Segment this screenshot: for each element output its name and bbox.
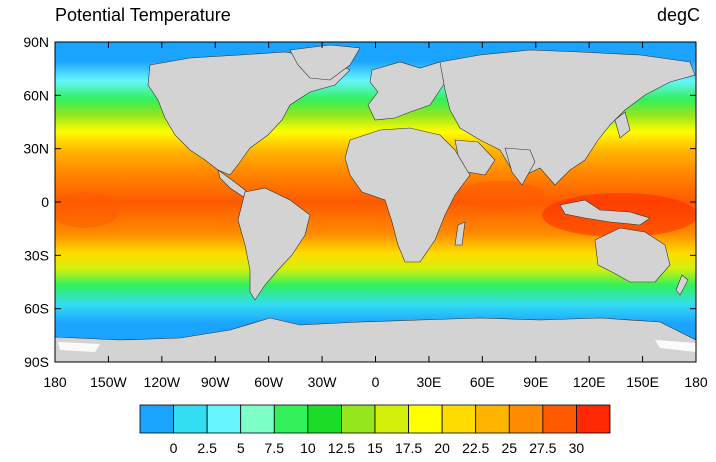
lon-label: 60W [254, 374, 284, 390]
lat-label: 0 [41, 194, 49, 210]
units-label: degC [656, 5, 700, 25]
maritime-continent [559, 199, 651, 226]
colorbar-swatch [542, 404, 577, 434]
india [504, 147, 536, 186]
antarctica [55, 317, 696, 362]
europe [367, 61, 451, 121]
colorbar-label: 12.5 [328, 440, 355, 456]
japan [614, 111, 631, 139]
asia [439, 49, 696, 186]
colorbar-swatch [206, 404, 242, 434]
colorbar-swatch [139, 404, 174, 434]
colorbar-swatch [508, 404, 544, 434]
south-america [237, 187, 311, 301]
lon-label: 120E [573, 374, 606, 390]
longitude-axis: 180 150W 120W 90W 60W 30W 0 30E 60E 90E 120E 150E 18… [43, 42, 708, 390]
colorbar-swatch [441, 404, 477, 434]
colorbar-swatch [576, 404, 611, 434]
lon-label: 90E [523, 374, 548, 390]
greenland [289, 44, 361, 81]
plot-title: Potential Temperature [55, 5, 231, 25]
colorbar-swatch [408, 404, 443, 434]
lon-label: 180 [43, 374, 67, 390]
lon-label: 180 [684, 374, 708, 390]
lat-label: 60N [23, 87, 49, 103]
colorbar-label: 7.5 [265, 440, 285, 456]
lon-label: 120W [144, 374, 181, 390]
colorbar-label: 20 [434, 440, 450, 456]
lon-label: 60E [470, 374, 495, 390]
warm-pool-east-pacific [55, 192, 120, 228]
colorbar-swatch [307, 404, 342, 434]
colorbar-swatch [173, 404, 208, 434]
colorbar-label: 27.5 [529, 440, 556, 456]
africa [344, 127, 471, 263]
lat-label: 30S [24, 247, 49, 263]
lon-label: 30E [416, 374, 441, 390]
colorbar-label: 10 [300, 440, 316, 456]
colorbar-label: 0 [170, 440, 178, 456]
colorbar-swatch [240, 404, 275, 434]
madagascar [454, 221, 466, 246]
lon-label: 0 [372, 374, 380, 390]
lon-label: 150E [626, 374, 659, 390]
colorbar-label: 17.5 [395, 440, 422, 456]
colorbar-label: 30 [569, 440, 585, 456]
lon-label: 90W [201, 374, 231, 390]
colorbar-swatch [341, 404, 376, 434]
colorbar-swatch [475, 404, 510, 434]
lat-label: 90N [23, 34, 49, 50]
colorbar-swatch [273, 404, 309, 434]
warm-pool-indian [455, 181, 545, 209]
lon-label: 30W [308, 374, 338, 390]
arabian-peninsula [454, 139, 496, 176]
australia [594, 227, 671, 283]
colorbar-label: 22.5 [462, 440, 489, 456]
colorbar-label: 5 [237, 440, 245, 456]
colorbar-swatch [374, 404, 409, 434]
new-zealand [675, 274, 689, 296]
lat-label: 30N [23, 141, 49, 157]
colorbar-label: 15 [367, 440, 383, 456]
lat-label: 60S [24, 301, 49, 317]
colorbar-label: 25 [501, 440, 517, 456]
sea-ice [58, 342, 100, 352]
lat-label: 90S [24, 354, 49, 370]
latitude-axis: 90N 60N 30N 0 30S 60S 90S [23, 34, 696, 370]
colorbar-label: 2.5 [197, 440, 217, 456]
colorbar: 0 2.5 5 7.5 10 12.5 15 17.5 20 22.5 25 27.5 30 [139, 404, 611, 456]
sea-ice-east [655, 340, 696, 352]
land [55, 44, 696, 362]
lon-label: 150W [90, 374, 127, 390]
